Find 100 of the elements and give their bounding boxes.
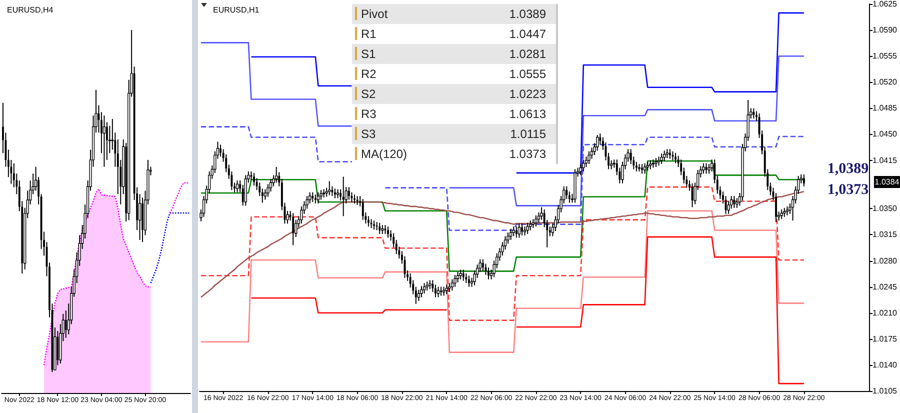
candlestick (328, 180, 331, 196)
candlestick (362, 198, 364, 220)
candlestick (540, 206, 543, 220)
annotation: 1.0613 (509, 107, 546, 121)
candlestick (459, 269, 462, 280)
candlestick (236, 180, 239, 193)
candlestick (387, 226, 389, 238)
candlestick (286, 210, 289, 224)
candlestick (641, 164, 644, 174)
candlestick (468, 275, 470, 288)
candlestick (367, 216, 370, 228)
y-tick-label: 1.0245 (872, 282, 898, 292)
annotation: 1.0447 (509, 27, 546, 41)
annotation: 1.0223 (509, 87, 546, 101)
candlestick (102, 114, 106, 168)
candlestick (465, 272, 468, 284)
annotation: 1.0555 (509, 67, 546, 81)
candlestick (660, 153, 663, 165)
candlestick (526, 222, 529, 234)
chart-title: EURUSD,H4 (7, 6, 54, 14)
candlestick (630, 148, 632, 165)
candlestick (422, 282, 426, 294)
annotation: S3 (361, 127, 376, 141)
candlestick (724, 196, 727, 214)
candlestick (733, 196, 736, 208)
candlestick (456, 271, 460, 283)
candlestick (512, 226, 515, 237)
candlestick (668, 148, 671, 160)
candlestick (702, 162, 705, 174)
candlestick (529, 220, 532, 231)
annotation: S2 (361, 87, 376, 101)
candlestick (488, 266, 490, 280)
candlestick (588, 150, 590, 165)
annotation: R2 (361, 67, 376, 81)
annotation: Pivot (361, 7, 388, 21)
candlestick (312, 192, 314, 202)
y-tick-label: 1.0105 (872, 386, 898, 396)
y-tick-label: 1.0140 (872, 360, 898, 370)
line-series (200, 190, 805, 298)
y-tick-label: 1.0485 (872, 104, 898, 113)
y-tick-label: 1.0415 (872, 156, 898, 165)
y-tick-label: 1.0175 (872, 334, 898, 344)
annotation: 1.0281 (509, 47, 546, 61)
candlestick (320, 190, 322, 200)
candlestick (691, 182, 694, 208)
candlestick (510, 228, 512, 240)
y-tick-label: 1.0210 (872, 308, 898, 318)
candlestick (417, 289, 420, 302)
candlestick (802, 174, 805, 187)
candlestick (643, 162, 646, 174)
candlestick (582, 159, 585, 172)
candlestick (434, 284, 436, 298)
annotation: R1 (361, 27, 376, 41)
y-tick-label: 1.0590 (872, 26, 898, 35)
annotation: 1,0389 (827, 161, 869, 177)
annotation: 1.0389 (509, 7, 546, 21)
y-tick-label: 1.0555 (872, 52, 898, 61)
y-tick-label: 1.0450 (872, 130, 898, 139)
candlestick (348, 186, 350, 200)
y-tick-label: 1.0280 (872, 256, 898, 266)
candlestick (515, 226, 518, 238)
chart-title: EURUSD,H1 (213, 6, 260, 14)
candlestick (566, 186, 568, 200)
annotation: S1 (361, 47, 376, 61)
line-series (200, 210, 805, 353)
candlestick (445, 284, 448, 295)
candlestick (534, 214, 538, 228)
annotation: 1.0115 (510, 127, 546, 141)
candlestick (334, 188, 336, 199)
annotation: 1,0373 (827, 182, 869, 198)
candlestick (752, 108, 755, 120)
annotation: R3 (361, 107, 376, 121)
candlestick (663, 150, 666, 162)
annotation: 1.0373 (509, 147, 546, 161)
y-tick-label: 1.0625 (872, 0, 898, 8)
candlestick (292, 212, 294, 246)
candlestick (420, 286, 423, 298)
candlestick (316, 192, 320, 204)
candlestick (454, 274, 456, 288)
candlestick (482, 258, 484, 272)
candlestick (674, 152, 677, 164)
candlestick (450, 278, 454, 292)
candlestick (462, 269, 464, 282)
y-tick-label: 1.0520 (872, 78, 898, 87)
candlestick (708, 164, 710, 174)
candlestick (275, 166, 278, 184)
candlestick (253, 172, 255, 186)
y-tick-label: 1.0350 (872, 204, 898, 214)
candlestick (518, 223, 521, 238)
candlestick (521, 223, 523, 236)
candlestick (436, 286, 440, 298)
candlestick (484, 263, 487, 276)
candlestick (579, 164, 582, 176)
candlestick (378, 222, 381, 234)
candlestick (596, 134, 599, 152)
annotation: MA(120) (361, 147, 408, 161)
y-tick-label: 1.0315 (872, 230, 898, 240)
candlestick (244, 174, 247, 206)
candlestick (432, 280, 434, 293)
text: 1.0384 (874, 178, 900, 186)
